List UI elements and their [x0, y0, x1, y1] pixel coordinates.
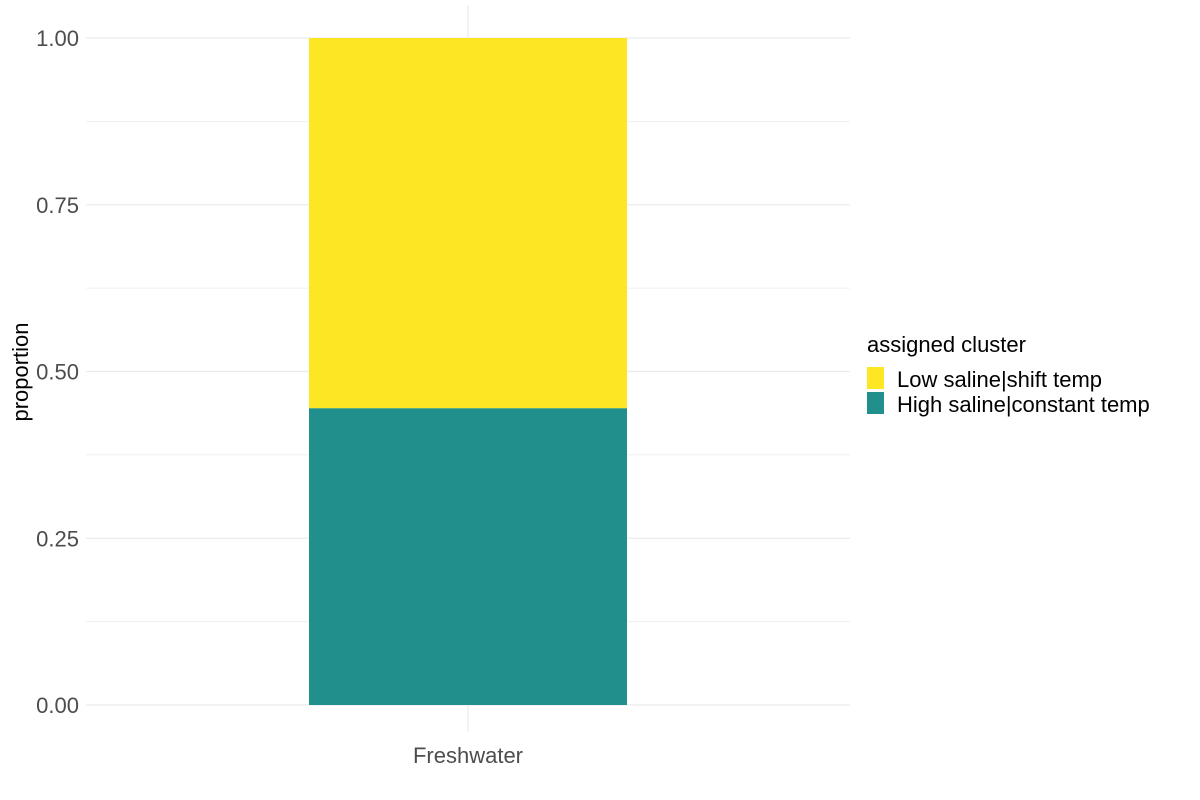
bar-segment — [309, 38, 627, 409]
y-axis-ticks: 0.00 0.25 0.50 0.75 1.00 — [36, 26, 79, 718]
y-tick-label: 0.25 — [36, 526, 79, 551]
x-tick-label: Freshwater — [413, 743, 523, 768]
legend-key — [867, 392, 884, 414]
legend: assigned cluster Low saline|shift tempHi… — [867, 332, 1150, 417]
y-tick-label: 0.50 — [36, 360, 79, 385]
y-tick-label: 0.75 — [36, 193, 79, 218]
y-tick-label: 1.00 — [36, 26, 79, 51]
y-tick-label: 0.00 — [36, 693, 79, 718]
bar-segment — [309, 408, 627, 705]
legend-label: Low saline|shift temp — [897, 367, 1102, 392]
legend-title: assigned cluster — [867, 332, 1026, 357]
legend-label: High saline|constant temp — [897, 392, 1150, 417]
legend-key — [867, 367, 884, 389]
x-axis-ticks: Freshwater — [413, 743, 523, 768]
bars — [309, 38, 627, 705]
y-axis-title: proportion — [8, 322, 33, 421]
